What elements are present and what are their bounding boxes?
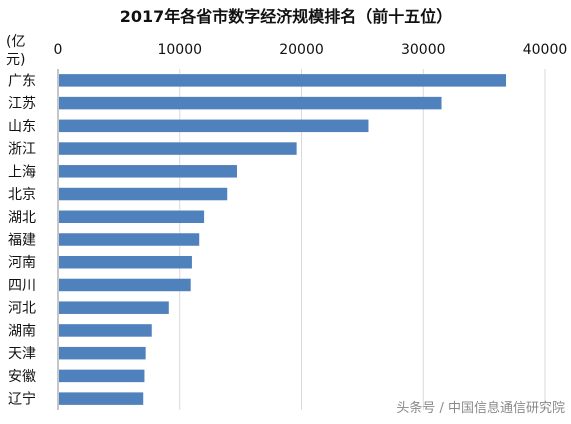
unit-label-line2: 元) [6, 52, 25, 68]
category-label: 广东 [8, 73, 36, 89]
category-label: 福建 [8, 233, 36, 249]
bar [59, 392, 144, 405]
category-label: 四川 [8, 278, 36, 294]
category-label: 湖北 [8, 210, 36, 226]
bar [59, 324, 152, 337]
category-label: 上海 [8, 164, 36, 180]
bar [59, 301, 169, 314]
x-tick-label: 0 [54, 42, 63, 58]
bar [59, 119, 369, 133]
bar [59, 187, 228, 201]
category-label: 河北 [8, 301, 36, 317]
bar [59, 165, 237, 178]
bar [59, 233, 200, 246]
x-tick-label: 30000 [401, 42, 446, 58]
x-axis-tick-labels: 0 10000 20000 30000 40000 [54, 42, 568, 58]
category-label: 江苏 [8, 96, 36, 112]
bars [59, 74, 507, 405]
category-label: 天津 [8, 346, 36, 362]
bar [59, 142, 297, 155]
category-label: 辽宁 [8, 391, 36, 408]
bar [59, 96, 442, 110]
category-label: 河南 [8, 255, 36, 271]
bar [59, 74, 507, 87]
category-label: 安徽 [8, 369, 36, 385]
x-tick-label: 20000 [279, 42, 324, 58]
bar [59, 210, 205, 224]
unit-label-line1: (亿 [6, 34, 25, 50]
category-label: 山东 [8, 119, 36, 135]
x-tick-label: 10000 [157, 42, 202, 58]
bar [59, 255, 192, 269]
x-tick-label: 40000 [523, 42, 568, 58]
bar [59, 369, 145, 383]
watermark-text: 头条号 / 中国信息通信研究院 [396, 400, 565, 416]
category-label: 北京 [8, 187, 36, 203]
category-label: 湖南 [8, 323, 36, 339]
bar [59, 346, 146, 360]
chart-title: 2017年各省市数字经济规模排名（前十五位） [120, 7, 453, 26]
category-label: 浙江 [8, 142, 36, 158]
bar [59, 278, 191, 292]
